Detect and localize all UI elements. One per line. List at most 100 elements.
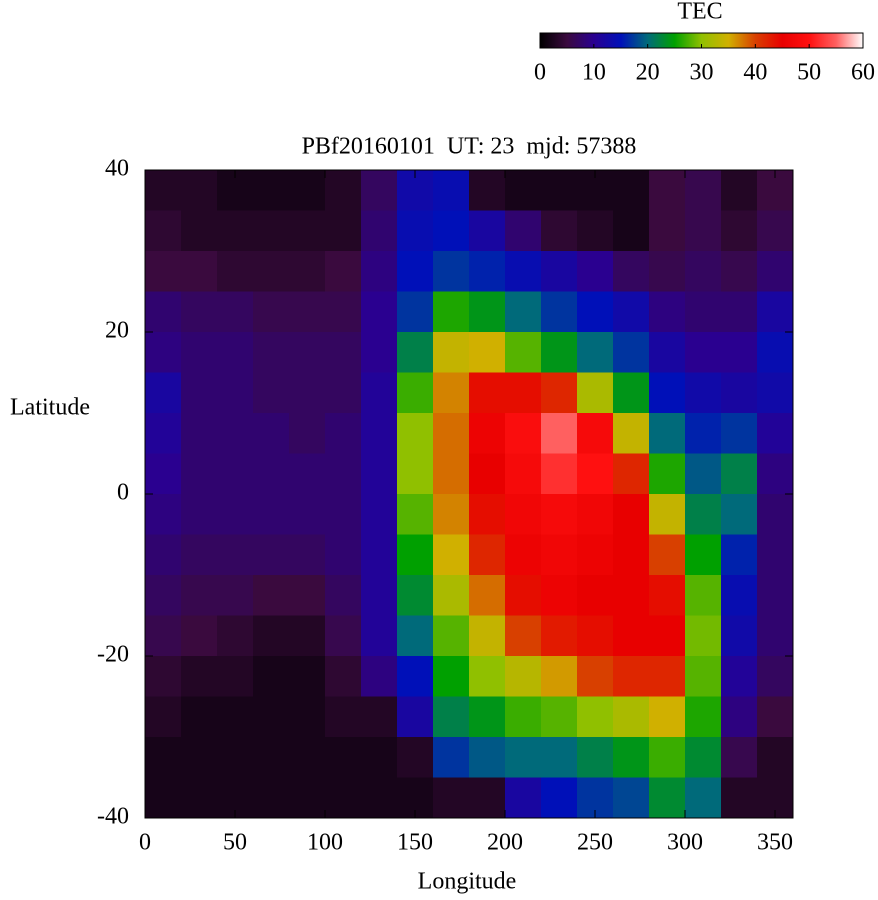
heat-cell <box>469 210 506 252</box>
heat-cell <box>649 575 686 616</box>
heat-cell <box>649 615 686 657</box>
heat-cell <box>361 291 398 333</box>
heat-cell <box>541 656 578 697</box>
heat-cell <box>325 656 362 697</box>
heat-cell <box>289 737 326 778</box>
heat-cell <box>685 494 722 535</box>
heat-cell <box>325 737 362 778</box>
heat-cell <box>685 453 722 495</box>
heat-cell <box>721 615 758 657</box>
x-tick-label: 150 <box>397 830 433 856</box>
heat-cell <box>325 413 362 454</box>
heat-cell <box>505 453 542 495</box>
heat-cell <box>181 291 218 333</box>
heat-cell <box>361 575 398 616</box>
x-tick-label: 50 <box>223 830 247 856</box>
heat-cell <box>757 453 794 495</box>
heat-cell <box>757 494 794 535</box>
heat-cell <box>397 453 434 495</box>
heat-cell <box>361 372 398 414</box>
heat-cell <box>613 656 650 697</box>
y-tick-label: 0 <box>117 480 129 506</box>
heat-cell <box>433 372 470 414</box>
heat-cell <box>433 656 470 697</box>
heat-cell <box>253 413 290 454</box>
heat-cell <box>325 332 362 373</box>
heat-cell <box>361 777 398 819</box>
heat-cell <box>253 534 290 576</box>
heat-cell <box>145 696 182 738</box>
heat-cell <box>361 534 398 576</box>
heat-cell <box>757 575 794 616</box>
heat-cell <box>757 696 794 738</box>
heat-cell <box>469 615 506 657</box>
heat-cell <box>721 656 758 697</box>
heat-cell <box>253 170 290 211</box>
heat-cell <box>397 534 434 576</box>
heat-cell <box>505 291 542 333</box>
heat-cell <box>325 291 362 333</box>
heat-cell <box>289 656 326 697</box>
heat-cell <box>469 413 506 454</box>
heat-cell <box>325 494 362 535</box>
heat-cell <box>469 534 506 576</box>
heat-cell <box>145 210 182 252</box>
heat-cell <box>433 413 470 454</box>
heat-cell <box>181 656 218 697</box>
heat-cell <box>577 413 614 454</box>
heat-cell <box>181 170 218 211</box>
heat-cell <box>253 291 290 333</box>
x-tick-label: 100 <box>307 830 343 856</box>
colorbar-tick-label: 20 <box>636 60 660 86</box>
heat-cell <box>541 737 578 778</box>
heat-cell <box>649 656 686 697</box>
heat-cell <box>505 170 542 211</box>
colorbar-label: TEC <box>677 0 722 25</box>
heat-cell <box>253 696 290 738</box>
heat-cell <box>613 210 650 252</box>
heat-cell <box>253 251 290 292</box>
heat-cell <box>325 210 362 252</box>
heat-cell <box>685 372 722 414</box>
heat-cell <box>721 291 758 333</box>
heat-cell <box>505 737 542 778</box>
heat-cell <box>577 656 614 697</box>
heat-cell <box>289 777 326 819</box>
heat-cell <box>685 575 722 616</box>
heat-cell <box>577 575 614 616</box>
heat-cell <box>505 575 542 616</box>
heat-cell <box>469 494 506 535</box>
heat-cell <box>217 534 254 576</box>
heat-cell <box>577 534 614 576</box>
x-tick-label: 0 <box>139 830 151 856</box>
heat-cell <box>757 413 794 454</box>
heat-cell <box>577 494 614 535</box>
heat-cell <box>649 291 686 333</box>
heat-cell <box>505 696 542 738</box>
heat-cell <box>361 413 398 454</box>
heat-cell <box>361 170 398 211</box>
heat-cell <box>181 453 218 495</box>
heat-cell <box>253 615 290 657</box>
heat-cell <box>217 696 254 738</box>
heat-cell <box>577 615 614 657</box>
heat-cell <box>289 494 326 535</box>
colorbar-tick-label: 50 <box>797 60 821 86</box>
heat-cell <box>469 453 506 495</box>
heat-cell <box>217 372 254 414</box>
x-tick-label: 300 <box>667 830 703 856</box>
heat-cell <box>649 210 686 252</box>
heat-cell <box>145 251 182 292</box>
heat-cell <box>253 372 290 414</box>
heat-cell <box>181 696 218 738</box>
heat-cell <box>253 656 290 697</box>
heat-cell <box>325 575 362 616</box>
heat-cell <box>469 777 506 819</box>
heat-cell <box>217 210 254 252</box>
chart-title: PBf20160101 UT: 23 mjd: 57388 <box>302 134 637 160</box>
heat-cell <box>541 291 578 333</box>
colorbar-tick-label: 10 <box>582 60 606 86</box>
colorbar-tick-label: 0 <box>534 60 546 86</box>
heat-cell <box>325 777 362 819</box>
heat-cell <box>397 413 434 454</box>
